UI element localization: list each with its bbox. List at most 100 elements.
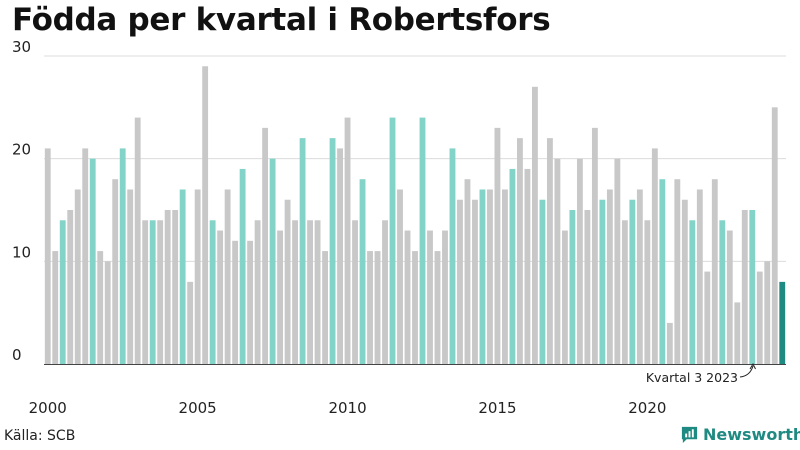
bar xyxy=(659,179,666,364)
bar xyxy=(292,220,299,364)
bar xyxy=(389,117,396,364)
bar xyxy=(644,220,651,364)
annotation-arrowhead xyxy=(749,362,756,370)
bar xyxy=(636,189,643,364)
bar xyxy=(104,261,111,364)
bar xyxy=(614,158,621,364)
bar xyxy=(82,148,89,364)
bar xyxy=(674,179,681,364)
bar xyxy=(89,158,96,364)
bar xyxy=(532,86,538,365)
bar xyxy=(457,199,463,364)
bar xyxy=(681,199,688,364)
bar xyxy=(472,199,478,364)
bar xyxy=(374,251,381,364)
bar xyxy=(112,179,119,364)
bar xyxy=(344,117,351,364)
bar xyxy=(584,210,591,364)
x-tick-label: 2005 xyxy=(179,399,217,417)
bar xyxy=(194,189,201,364)
bar xyxy=(262,127,269,365)
bar xyxy=(134,117,141,364)
bar xyxy=(149,220,156,364)
bar xyxy=(209,220,216,364)
bar xyxy=(277,230,284,364)
bar xyxy=(284,199,291,364)
bar xyxy=(689,220,696,364)
bar xyxy=(269,158,276,364)
annotation-label: Kvartal 3 2023 xyxy=(646,370,738,385)
bar xyxy=(119,148,126,364)
bar xyxy=(254,220,261,364)
bar xyxy=(494,127,501,365)
bar xyxy=(412,251,418,364)
bar xyxy=(704,271,711,364)
bar xyxy=(164,210,171,364)
bar xyxy=(554,158,561,364)
bar xyxy=(771,107,778,364)
bar xyxy=(59,220,66,364)
bar xyxy=(397,189,403,364)
bar xyxy=(172,210,179,364)
bar xyxy=(367,251,373,364)
bar xyxy=(779,281,786,364)
bar xyxy=(442,230,448,364)
bar xyxy=(502,189,508,364)
bar xyxy=(539,199,546,364)
bar xyxy=(651,148,658,364)
bar xyxy=(232,240,239,364)
bar xyxy=(404,230,411,364)
bar xyxy=(711,179,718,364)
bar xyxy=(299,138,306,364)
bar xyxy=(427,230,433,364)
brand-label: Newsworthy xyxy=(703,425,800,444)
bar xyxy=(382,220,388,364)
bar xyxy=(666,322,673,364)
bar xyxy=(464,179,471,364)
bar xyxy=(359,179,366,364)
bar xyxy=(719,220,726,364)
x-tick-label: 2000 xyxy=(29,399,67,417)
bar xyxy=(97,251,104,364)
bar xyxy=(434,251,441,364)
bar xyxy=(576,158,583,364)
bar xyxy=(561,230,568,364)
x-tick-label: 2015 xyxy=(478,399,516,417)
bar xyxy=(322,251,328,364)
bar xyxy=(524,168,531,364)
bar xyxy=(419,117,426,364)
bar xyxy=(734,302,741,364)
bar xyxy=(224,189,231,364)
bar xyxy=(764,261,771,364)
bar xyxy=(202,66,209,365)
bar xyxy=(509,168,516,364)
y-tick-label: 10 xyxy=(12,243,31,261)
bar xyxy=(741,210,748,364)
bar xyxy=(756,271,763,364)
bar xyxy=(352,220,358,364)
bar xyxy=(67,210,74,364)
x-tick-label: 2020 xyxy=(628,399,666,417)
newsworthy-logo[interactable]: Newsworthy xyxy=(680,425,800,444)
bar xyxy=(337,148,343,364)
bar xyxy=(179,189,186,364)
bar xyxy=(546,138,553,364)
bar xyxy=(127,189,134,364)
x-tick-label: 2010 xyxy=(328,399,366,417)
bar xyxy=(247,240,254,364)
bar xyxy=(591,127,598,365)
bar xyxy=(307,220,313,364)
bar xyxy=(239,168,246,364)
bar xyxy=(629,199,636,364)
bar xyxy=(599,199,606,364)
bar xyxy=(621,220,628,364)
bar xyxy=(157,220,164,364)
source-note: Källa: SCB xyxy=(4,428,76,444)
bar xyxy=(749,210,756,364)
bar xyxy=(449,148,456,364)
bar xyxy=(44,148,51,364)
bar xyxy=(479,189,486,364)
y-tick-label: 20 xyxy=(12,141,31,159)
bar xyxy=(606,189,613,364)
